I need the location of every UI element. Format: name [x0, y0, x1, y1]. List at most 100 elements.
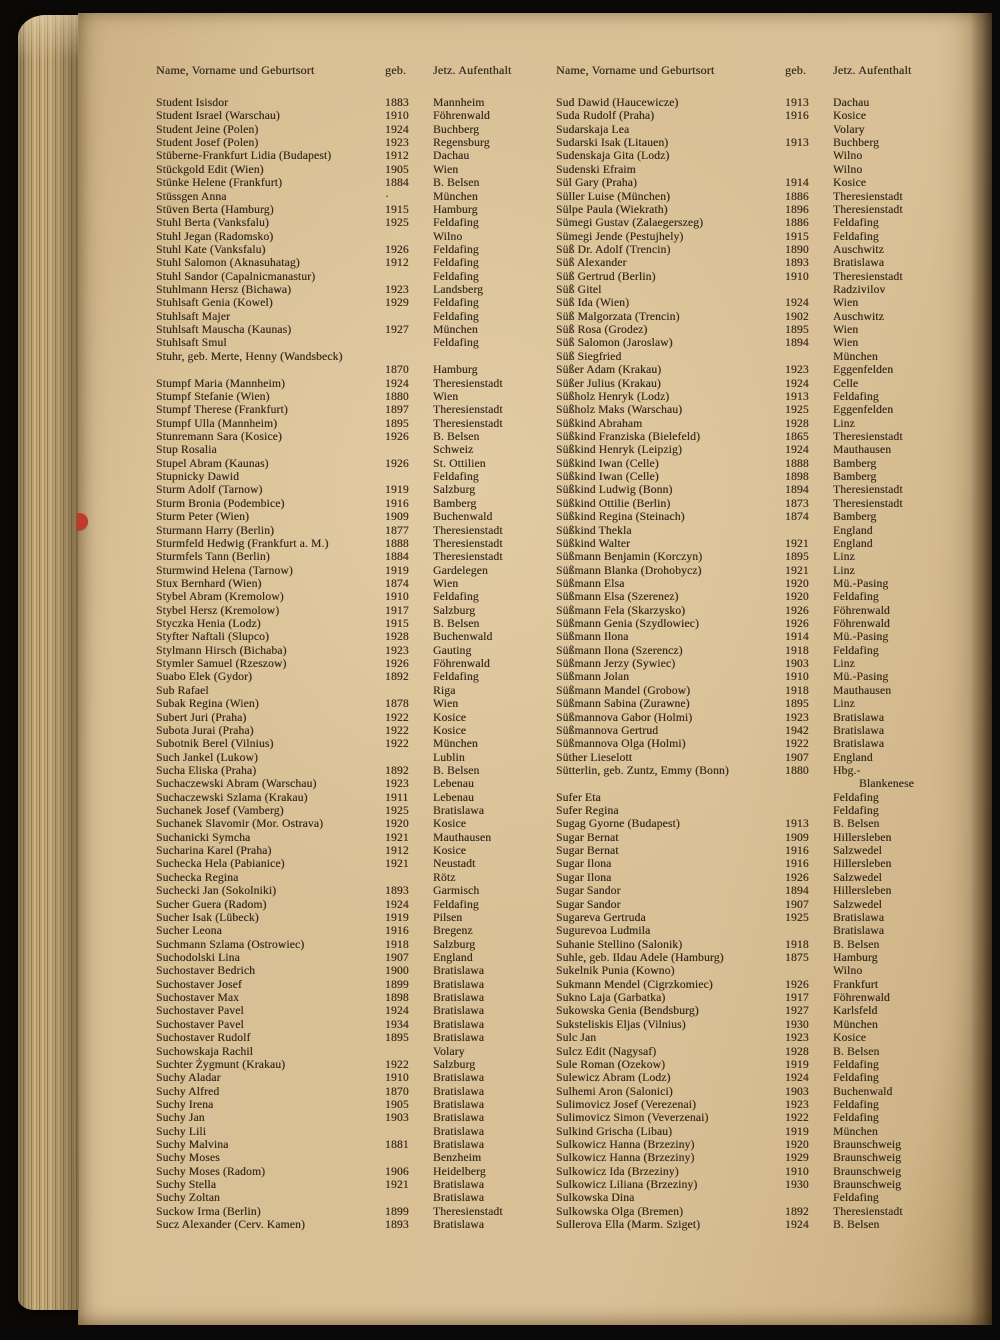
- entry-location: Mü.-Pasing: [833, 670, 889, 684]
- table-row: Süßkind Abraham 1928 Linz: [556, 417, 950, 430]
- entry-name: Stupel Abram (Kaunas): [156, 456, 269, 470]
- entry-name: Suda Rudolf (Praha): [556, 109, 655, 123]
- entry-birthyear: 1930: [785, 1017, 809, 1031]
- entry-birthyear: 1916: [785, 857, 809, 871]
- table-row: Stupnicky Dawid Feldafing: [156, 470, 550, 483]
- entry-location: Bratislawa: [833, 256, 885, 270]
- entry-name: Süßmann Jerzy (Sywiec): [556, 657, 676, 671]
- entry-location: Hillersleben: [833, 884, 892, 898]
- entry-location: Wien: [833, 323, 859, 337]
- entry-location: St. Ottilien: [433, 456, 486, 470]
- entry-birthyear: 1926: [785, 977, 809, 991]
- entry-name: Sulewicz Abram (Lodz): [556, 1071, 671, 1085]
- entry-name: Sturm Peter (Wien): [156, 510, 250, 524]
- table-row: Süßmann Sabina (Zurawne) 1895 Linz: [556, 697, 950, 710]
- table-row: Sucharina Karel (Praha) 1912 Kosice: [156, 844, 550, 857]
- table-row: Sulcz Edit (Nagysaf) 1928 B. Belsen: [556, 1045, 950, 1058]
- entry-birthyear: 1929: [785, 1151, 809, 1165]
- table-row: Süß Gitel Radzivilov: [556, 283, 950, 296]
- table-row: Süther Lieselott 1907 England: [556, 751, 950, 764]
- entry-birthyear: 1921: [785, 536, 809, 550]
- entry-name: Stückgold Edit (Wien): [156, 162, 264, 176]
- entry-name: Sugar Bernat: [556, 844, 619, 858]
- table-row: Sudenski Efraim Wilno: [556, 163, 950, 176]
- entry-location: Feldafing: [833, 1191, 879, 1205]
- entry-location: B. Belsen: [833, 817, 880, 831]
- entry-birthyear: 1888: [785, 456, 809, 470]
- entry-birthyear: 1880: [785, 763, 809, 777]
- entry-location: München: [833, 1124, 878, 1138]
- entry-birthyear: 1918: [785, 643, 809, 657]
- entry-name: Suchostaver Rudolf: [156, 1031, 251, 1045]
- entry-birthyear: [785, 283, 833, 296]
- entry-location: Bratislawa: [433, 1111, 485, 1125]
- table-row: Sturmwind Helena (Tarnow) 1919 Gardelegen: [156, 564, 550, 577]
- entry-birthyear: 1897: [385, 403, 409, 417]
- entry-birthyear: 1884: [385, 550, 409, 564]
- table-row: Süß Malgorzata (Trencin) 1902 Auschwitz: [556, 310, 950, 323]
- page-stack: [18, 15, 81, 1310]
- entry-birthyear: 1924: [385, 897, 409, 911]
- entry-name: Sugag Gyorne (Budapest): [556, 817, 680, 831]
- entry-name: Süß Rosa (Grodez): [556, 323, 648, 337]
- entry-name: Süßkind Abraham: [556, 416, 643, 430]
- entry-birthyear: 1914: [785, 630, 809, 644]
- entry-name: Stünke Helene (Frankfurt): [156, 176, 283, 190]
- entry-location: Bratislawa: [833, 710, 885, 724]
- entry-birthyear: 1870: [385, 1084, 409, 1098]
- table-row: Süß Rosa (Grodez) 1895 Wien: [556, 323, 950, 336]
- entry-birthyear: 1918: [385, 937, 409, 951]
- entry-name: Süß Dr. Adolf (Trencin): [556, 242, 671, 256]
- entry-location: Feldafing: [833, 590, 879, 604]
- table-row: Suchy Aladar 1910 Bratislawa: [156, 1071, 550, 1084]
- table-row: Sugar Ilona 1916 Hillersleben: [556, 857, 950, 870]
- entry-name: Suchanek Slavomir (Mor. Ostrava): [156, 817, 324, 831]
- entry-birthyear: [785, 924, 833, 937]
- table-row: Süßmannova Olga (Holmi) 1922 Bratislawa: [556, 737, 950, 750]
- entry-location: München: [433, 189, 478, 203]
- entry-name: Süßkind Ottilie (Berlin): [556, 496, 671, 510]
- entry-location: Feldafing: [433, 216, 479, 230]
- entry-location: Bratislawa: [433, 1191, 485, 1205]
- entry-birthyear: 1895: [785, 323, 809, 337]
- entry-name: Sudarskaja Lea: [556, 122, 630, 136]
- entry-location: Feldafing: [833, 643, 879, 657]
- entry-name: Sucha Eliska (Praha): [156, 763, 257, 777]
- entry-name: Sukelnik Punia (Kowno): [556, 964, 675, 978]
- entry-location: Lublin: [433, 750, 465, 764]
- table-row: Stückgold Edit (Wien) 1905 Wien: [156, 163, 550, 176]
- table-row: Stüberne-Frankfurt Lidia (Budapest) 1912 D…: [156, 149, 550, 162]
- table-row: Sugurevoa Ludmila Bratislawa: [556, 924, 950, 937]
- entry-birthyear: 1873: [785, 496, 809, 510]
- entry-birthyear: 1921: [385, 1178, 409, 1192]
- entry-birthyear: 1915: [785, 229, 809, 243]
- entry-name: Stuhlsaft Mauscha (Kaunas): [156, 323, 292, 337]
- table-row: Sturmfeld Hedwig (Frankfurt a. M.) 1888 Th…: [156, 537, 550, 550]
- entry-location: Kosice: [433, 844, 467, 858]
- entry-location: Wilno: [433, 229, 463, 243]
- entry-name: Süther Lieselott: [556, 750, 633, 764]
- table-row: Sturmfels Tann (Berlin) 1884 Theresienstad…: [156, 550, 550, 563]
- table-row: Stuhl Jegan (Radomsko) Wilno: [156, 230, 550, 243]
- entry-location: Bratislawa: [433, 1124, 485, 1138]
- entry-name: Süßmann Sabina (Zurawne): [556, 697, 690, 711]
- table-row: Suchecka Hela (Pabianice) 1921 Neustadt: [156, 857, 550, 870]
- table-row: Sucher Leona 1916 Bregenz: [156, 924, 550, 937]
- entry-location: Theresienstadt: [433, 1204, 503, 1218]
- entry-birthyear: 1913: [785, 389, 809, 403]
- entry-name: Süß Malgorzata (Trencin): [556, 309, 680, 323]
- table-row: Sulkowska Olga (Bremen) 1892 Theresienstad…: [556, 1205, 950, 1218]
- entry-location: Mauthausen: [433, 830, 492, 844]
- table-row: Suchanek Slavomir (Mor. Ostrava) 1920 Kosi…: [156, 817, 550, 830]
- entry-location: Gauting: [433, 643, 472, 657]
- entry-name: Stuhlsaft Smul: [156, 336, 227, 350]
- table-row: Sulkind Grischa (Libau) 1919 München: [556, 1125, 950, 1138]
- table-row: Stuhl Kate (Vanksfalu) 1926 Feldafing: [156, 243, 550, 256]
- column-right: Name, Vorname und Geburtsort geb. Jetz. …: [556, 63, 950, 1232]
- entry-birthyear: [385, 1045, 433, 1058]
- entry-location: Bratislawa: [433, 1017, 485, 1031]
- header-name-label: Name, Vorname und Geburtsort: [156, 63, 315, 77]
- table-row: Süßmann Mandel (Grobow) 1918 Mauthausen: [556, 684, 950, 697]
- entry-birthyear: 1892: [385, 670, 409, 684]
- entry-location: Bratislawa: [433, 1138, 485, 1152]
